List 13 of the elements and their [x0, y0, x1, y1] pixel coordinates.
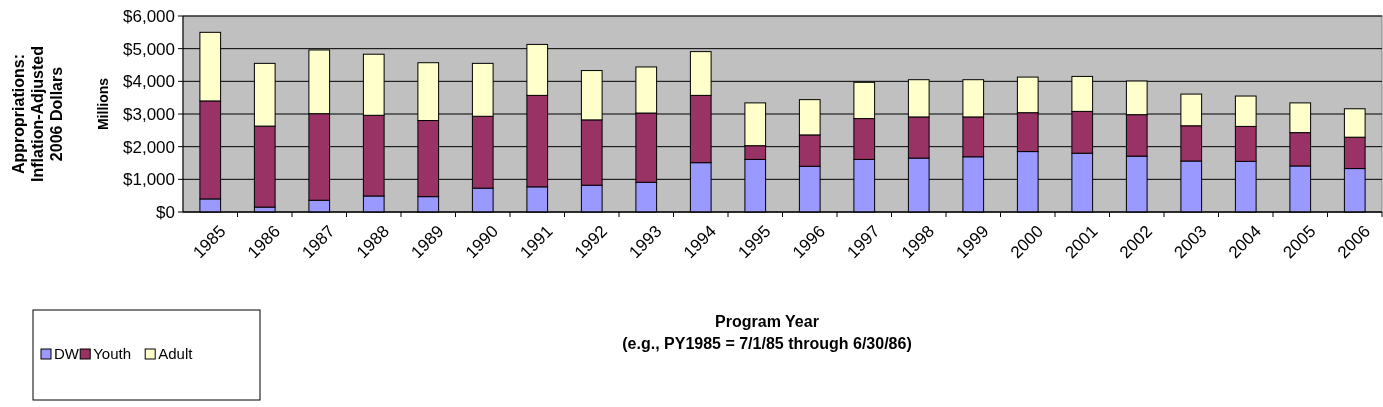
y-tick-label: $3,000 [123, 104, 175, 124]
x-axis-title: Program Year (e.g., PY1985 = 7/1/85 through 6/30/86) [622, 313, 912, 352]
y-tick-label: $2,000 [123, 137, 175, 157]
y-tick-label: $0 [156, 202, 175, 222]
legend-label: DW [54, 345, 80, 362]
y-tick-label: $4,000 [123, 72, 175, 92]
legend-label: Youth [93, 345, 132, 362]
legend-label: Adult [158, 345, 194, 362]
y-axis-title: Appropriations: Inflation-Adjusted 2006 Dollars [10, 46, 65, 182]
text: Millions [95, 77, 111, 131]
y-tick-label: $6,000 [123, 6, 175, 26]
y-tick-label: $5,000 [123, 39, 175, 59]
y-tick-label: $1,000 [123, 170, 175, 190]
